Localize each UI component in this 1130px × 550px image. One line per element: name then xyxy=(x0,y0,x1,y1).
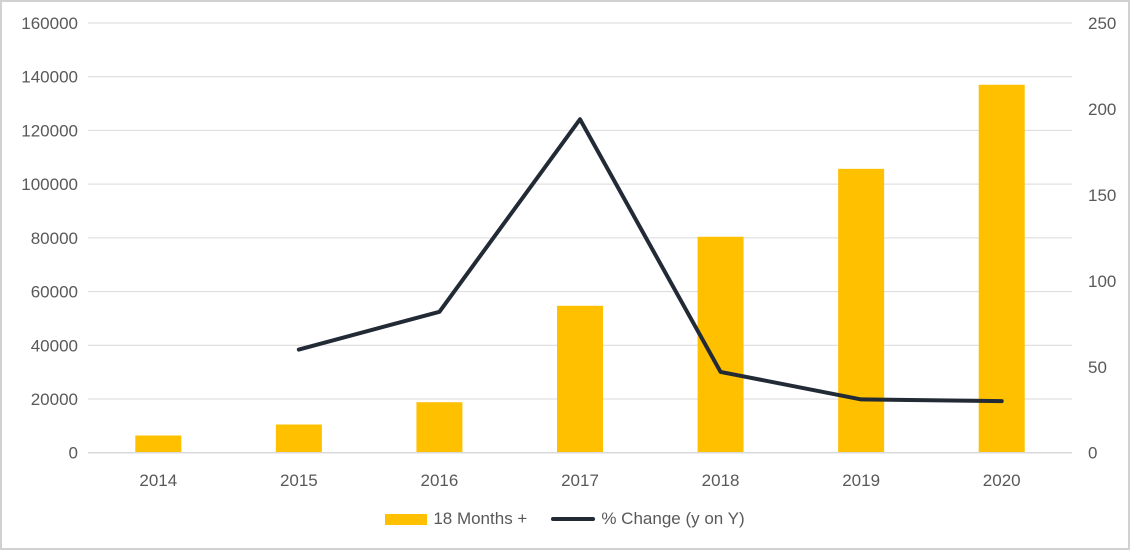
right-axis-tick-label: 100 xyxy=(1088,272,1116,291)
bar-series-label: 18 Months + xyxy=(433,509,528,528)
left-axis-tick-label: 80000 xyxy=(31,229,78,248)
left-axis-tick-label: 60000 xyxy=(31,283,78,302)
x-axis-tick-label: 2020 xyxy=(983,471,1021,490)
chart-legend: 18 Months + % Change (y on Y) xyxy=(2,503,1128,535)
left-axis-tick-label: 0 xyxy=(69,444,78,463)
bar-2014 xyxy=(135,435,182,453)
line-series-swatch-icon xyxy=(551,517,596,521)
bar-series-swatch-icon xyxy=(385,513,428,525)
bar-2015 xyxy=(275,424,322,453)
x-axis-tick-label: 2017 xyxy=(561,471,599,490)
left-axis-tick-label: 40000 xyxy=(31,336,78,355)
right-axis-tick-label: 250 xyxy=(1088,14,1116,33)
left-axis-tick-label: 20000 xyxy=(31,390,78,409)
right-axis-tick-label: 50 xyxy=(1088,358,1107,377)
line-series-label: % Change (y on Y) xyxy=(601,509,745,528)
percent-change-line xyxy=(296,117,1004,404)
left-axis-tick-label: 160000 xyxy=(21,14,78,33)
x-axis-tick-label: 2014 xyxy=(139,471,177,490)
legend-item-line-series: % Change (y on Y) xyxy=(551,509,745,529)
bar-2019 xyxy=(838,168,885,453)
x-axis-tick-label: 2015 xyxy=(280,471,318,490)
bar-2016 xyxy=(416,402,463,453)
left-axis-tick-label: 140000 xyxy=(21,68,78,87)
legend-item-bar-series: 18 Months + xyxy=(385,509,527,529)
bar-2020 xyxy=(978,84,1025,453)
x-axis-tick-label: 2016 xyxy=(421,471,459,490)
left-axis-tick-label: 100000 xyxy=(21,175,78,194)
right-axis-tick-label: 150 xyxy=(1088,186,1116,205)
left-axis-tick-label: 120000 xyxy=(21,121,78,140)
right-axis-tick-label: 200 xyxy=(1088,100,1116,119)
bar-2017 xyxy=(557,305,603,453)
right-axis-tick-label: 0 xyxy=(1088,444,1097,463)
x-axis-tick-label: 2018 xyxy=(702,471,740,490)
x-axis-tick-label: 2019 xyxy=(842,471,880,490)
